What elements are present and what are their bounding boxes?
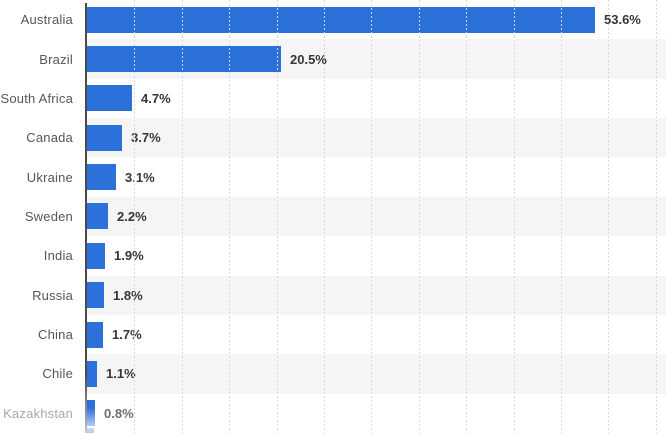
chart-row: Canada 3.7%	[0, 118, 666, 158]
category-label-cell: China	[0, 314, 87, 355]
value-label: 0.8%	[104, 405, 134, 421]
chart-row: Brazil 20.5%	[0, 39, 666, 79]
chart-row: Australia 53.6%	[0, 0, 666, 40]
plot-cell: 1.7%	[87, 315, 666, 354]
plot-cell: 2.2%	[87, 196, 666, 237]
value-label: 2.2%	[117, 208, 147, 224]
value-label: 1.9%	[114, 248, 144, 264]
category-label: Chile	[42, 366, 73, 382]
category-label-cell: Chile	[0, 354, 87, 394]
plot-cell: 1.1%	[87, 354, 666, 394]
category-label: Kazakhstan	[3, 405, 73, 421]
category-label-cell: Kazakhstan	[0, 393, 87, 433]
category-label-cell: Russia	[0, 275, 87, 315]
category-label: Brazil	[39, 51, 73, 67]
value-label: 3.7%	[131, 130, 161, 146]
category-label-cell: Brazil	[0, 39, 87, 79]
bar[interactable]	[87, 321, 103, 348]
category-label: Ukraine	[26, 169, 73, 185]
bar[interactable]	[87, 46, 281, 73]
bar[interactable]	[87, 360, 97, 387]
value-label: 1.8%	[113, 287, 143, 303]
chart-row: Chile 1.1%	[0, 354, 666, 394]
category-label: China	[38, 327, 73, 343]
chart-row: Kazakhstan 0.8%	[0, 393, 666, 433]
plot-cell: 0.8%	[87, 394, 666, 433]
category-label-cell: Ukraine	[0, 157, 87, 197]
bar[interactable]	[87, 124, 122, 151]
plot-cell: 3.1%	[87, 157, 666, 196]
bar[interactable]	[87, 85, 132, 112]
category-label-cell: Australia	[0, 0, 87, 40]
chart-row: Ukraine 3.1%	[0, 157, 666, 197]
bar[interactable]	[87, 242, 105, 269]
bar[interactable]	[87, 282, 104, 309]
bar[interactable]	[87, 203, 108, 230]
category-label-cell: Sweden	[0, 196, 87, 237]
bar[interactable]	[87, 164, 116, 191]
cutoff-next-bar	[87, 428, 94, 433]
category-label: Russia	[32, 287, 73, 303]
category-label-cell: Canada	[0, 118, 87, 158]
category-label: Sweden	[24, 208, 73, 224]
plot-cell: 4.7%	[87, 79, 666, 118]
value-label: 1.7%	[112, 327, 142, 343]
plot-cell: 20.5%	[87, 39, 666, 79]
value-label: 53.6%	[604, 12, 641, 28]
plot-cell: 1.8%	[87, 275, 666, 315]
category-label: India	[43, 248, 73, 264]
chart-row: India 1.9%	[0, 236, 666, 276]
chart-row: Russia 1.8%	[0, 275, 666, 315]
value-label: 4.7%	[141, 90, 171, 106]
chart-row: Sweden 2.2%	[0, 196, 666, 237]
plot-cell: 1.9%	[87, 236, 666, 275]
chart-row: China 1.7%	[0, 314, 666, 355]
plot-cell: 3.7%	[87, 118, 666, 158]
y-axis-line	[85, 3, 87, 433]
category-label-cell: South Africa	[0, 78, 87, 119]
chart-row: South Africa 4.7%	[0, 78, 666, 119]
value-label: 20.5%	[290, 51, 327, 67]
category-label: South Africa	[0, 90, 73, 106]
bar[interactable]	[87, 6, 595, 33]
category-label: Australia	[20, 12, 73, 28]
value-label: 3.1%	[125, 169, 155, 185]
plot-cell: 53.6%	[87, 0, 666, 39]
category-label: Canada	[26, 130, 73, 146]
bar[interactable]	[87, 400, 95, 427]
value-label: 1.1%	[106, 366, 136, 382]
category-label-cell: India	[0, 236, 87, 276]
